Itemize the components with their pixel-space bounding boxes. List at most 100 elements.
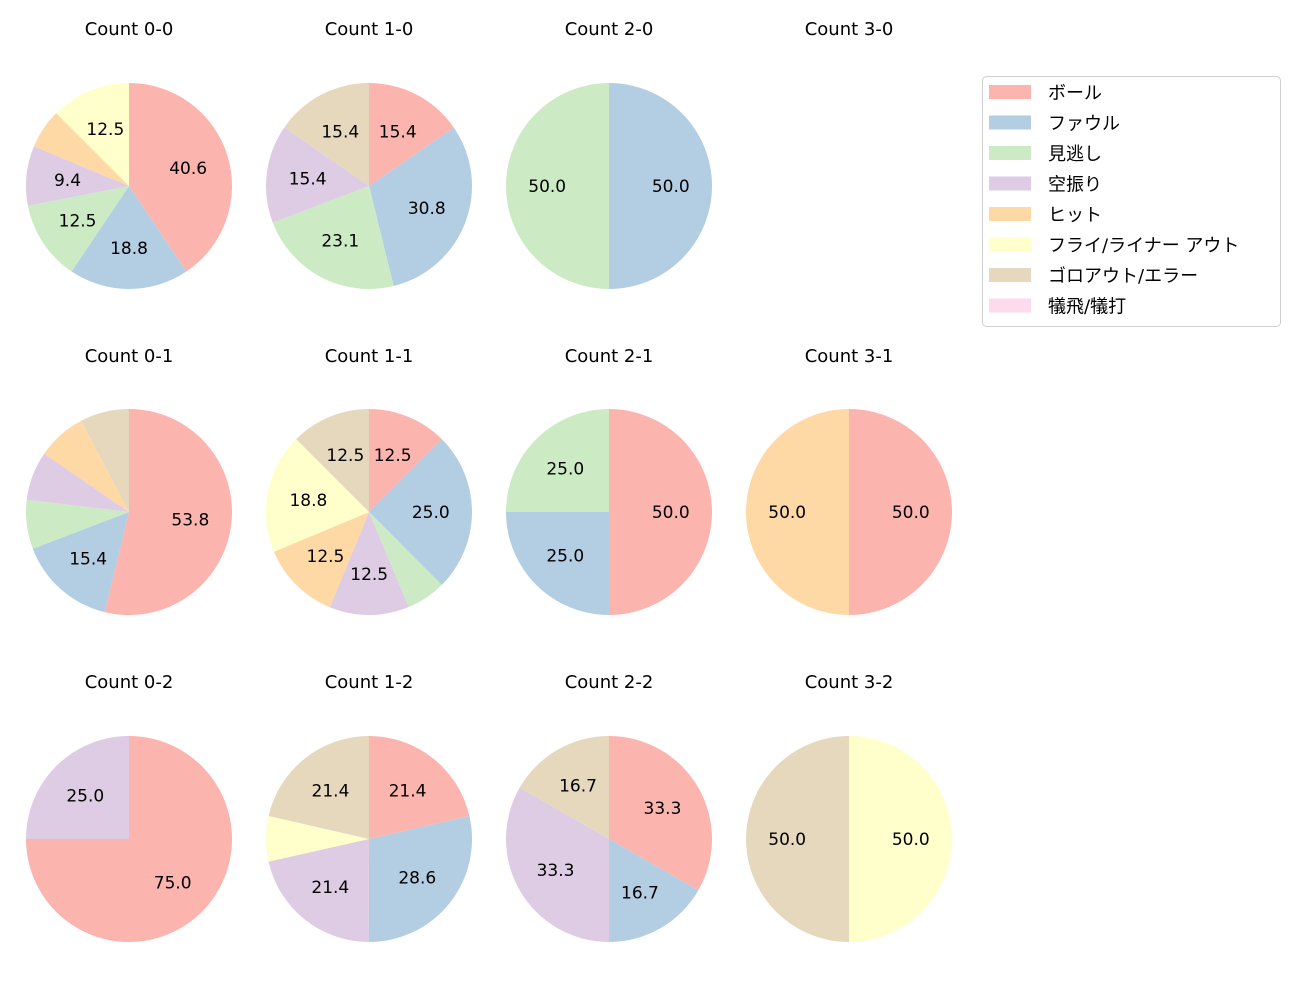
pie-slice-2 xyxy=(609,83,712,289)
pie-title: Count 3-2 xyxy=(805,672,894,693)
pie-title: Count 0-0 xyxy=(85,19,174,40)
legend-label: 犠飛/犠打 xyxy=(1048,297,1126,318)
slice-label: 50.0 xyxy=(892,830,930,850)
slice-label: 12.5 xyxy=(350,565,388,585)
slice-label: 12.5 xyxy=(307,547,345,567)
pie-title: Count 2-0 xyxy=(565,19,654,40)
slice-label: 33.3 xyxy=(644,799,682,819)
slice-label: 21.4 xyxy=(312,782,350,802)
slice-label: 40.6 xyxy=(169,159,207,179)
pie-count-0-2: Count 0-2 75.0 25.0 xyxy=(26,672,232,942)
pie-count-0-1: Count 0-1 53.8 15.4 xyxy=(25,346,233,615)
pie-slice-5 xyxy=(44,420,129,512)
pie-slice-1 xyxy=(369,736,470,839)
pie-slice-7 xyxy=(746,736,849,942)
pie-count-2-1: Count 2-1 50.0 25.0 25.0 xyxy=(506,346,712,615)
pie-slice-6 xyxy=(266,816,369,862)
pie-title: Count 1-2 xyxy=(325,672,414,693)
slice-label: 15.4 xyxy=(69,549,107,569)
pie-slice-5 xyxy=(273,512,369,608)
slice-label: 21.4 xyxy=(389,782,427,802)
legend-label: ヒット xyxy=(1048,205,1102,226)
pie-title: Count 0-1 xyxy=(85,346,174,367)
legend-label: フライ/ライナー アウト xyxy=(1048,236,1239,257)
pie-slice-7 xyxy=(296,409,369,512)
pie-title: Count 3-1 xyxy=(805,346,894,367)
pie-slice-4 xyxy=(26,146,130,206)
slice-label: 25.0 xyxy=(546,459,584,479)
pie-title: Count 3-0 xyxy=(805,19,894,40)
pie-slice-2 xyxy=(368,816,472,943)
pie-title: Count 1-1 xyxy=(325,346,414,367)
pie-count-3-1: Count 3-1 50.0 50.0 xyxy=(746,346,952,615)
slice-label: 15.4 xyxy=(289,170,327,190)
pie-slice-5 xyxy=(33,113,129,186)
pie-slice-3 xyxy=(272,186,394,290)
slice-label: 50.0 xyxy=(652,177,690,197)
slice-label: 12.5 xyxy=(59,211,97,231)
legend-swatch xyxy=(989,207,1031,221)
pie-title: Count 2-1 xyxy=(565,346,654,367)
slice-label: 15.4 xyxy=(379,122,417,142)
slice-label: 25.0 xyxy=(412,503,450,523)
slice-label: 25.0 xyxy=(66,786,104,806)
slice-label: 12.5 xyxy=(374,446,412,466)
legend-swatch xyxy=(989,268,1031,282)
pie-slice-4 xyxy=(26,736,129,839)
pie-slice-7 xyxy=(268,736,369,839)
slice-label: 28.6 xyxy=(398,869,436,889)
slice-label: 9.4 xyxy=(54,171,81,191)
slice-label: 23.1 xyxy=(321,232,359,252)
legend-label: 見逃し xyxy=(1048,144,1102,165)
slice-label: 12.5 xyxy=(326,446,364,466)
pie-slice-7 xyxy=(284,83,369,186)
pie-slice-2 xyxy=(506,512,609,615)
slice-label: 21.4 xyxy=(311,878,349,898)
pie-slice-4 xyxy=(268,839,369,942)
pie-slice-4 xyxy=(26,453,129,512)
slice-label: 16.7 xyxy=(559,777,597,797)
pie-slice-3 xyxy=(506,409,609,512)
pie-slice-6 xyxy=(849,736,952,942)
pie-slice-5 xyxy=(746,409,849,615)
pie-slice-1 xyxy=(369,83,454,186)
slice-label: 50.0 xyxy=(768,830,806,850)
pie-count-1-0: Count 1-0 15.4 30.8 23.1 15.4 15.4 xyxy=(266,19,472,290)
legend-label: ゴロアウト/エラー xyxy=(1048,266,1198,287)
pie-slice-3 xyxy=(506,83,609,289)
slice-label: 75.0 xyxy=(154,874,192,894)
pie-slice-3 xyxy=(369,512,442,608)
pie-slice-4 xyxy=(329,512,409,615)
pie-slice-1 xyxy=(609,409,712,615)
pie-title: Count 1-0 xyxy=(325,19,414,40)
slice-label: 30.8 xyxy=(408,199,446,219)
slice-label: 15.4 xyxy=(321,122,359,142)
legend-swatch xyxy=(989,146,1031,160)
pie-title: Count 0-2 xyxy=(85,672,174,693)
pie-slice-1 xyxy=(369,409,442,512)
slice-label: 12.5 xyxy=(86,120,124,140)
pie-slice-1 xyxy=(849,409,952,615)
slice-label: 50.0 xyxy=(652,503,690,523)
pie-slice-7 xyxy=(519,736,609,839)
slice-label: 16.7 xyxy=(621,883,659,903)
pie-count-2-0: Count 2-0 50.0 50.0 xyxy=(506,19,712,289)
pie-slice-1 xyxy=(104,409,233,615)
slice-label: 18.8 xyxy=(110,239,148,259)
pie-count-2-2: Count 2-2 33.3 16.7 33.3 16.7 xyxy=(505,672,712,942)
pie-count-3-2: Count 3-2 50.0 50.0 xyxy=(746,672,952,942)
legend-label: ボール xyxy=(1048,83,1102,104)
legend-swatch xyxy=(989,85,1031,99)
pie-slice-3 xyxy=(27,186,129,272)
legend-swatch xyxy=(989,176,1031,191)
legend-label: 空振り xyxy=(1048,175,1102,196)
slice-label: 53.8 xyxy=(171,510,209,530)
pie-slice-4 xyxy=(266,127,369,223)
legend-label: ファウル xyxy=(1048,114,1120,135)
pie-count-1-1: Count 1-112.525.012.512.518.812.5 xyxy=(266,346,472,615)
legend-swatch xyxy=(989,115,1031,130)
pie-slice-2 xyxy=(71,186,187,289)
slice-label: 50.0 xyxy=(528,177,566,197)
